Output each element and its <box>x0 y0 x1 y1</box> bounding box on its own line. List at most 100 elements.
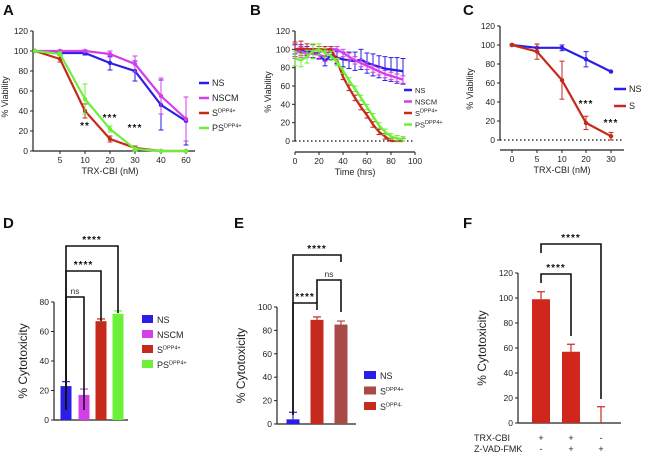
x-axis-label: Time (hrs) <box>335 167 376 177</box>
legend-swatch <box>142 345 153 353</box>
y-tick-label: 0 <box>508 418 513 428</box>
y-tick-label: 80 <box>486 59 496 69</box>
bar-group <box>562 343 580 423</box>
y-axis-label: % Cytotoxicity <box>16 323 30 398</box>
y-tick-label: 60 <box>504 343 514 353</box>
y-tick-label: 60 <box>40 327 50 337</box>
significance-annotation: *** <box>128 123 143 134</box>
bracket-line <box>292 254 342 415</box>
bar-group <box>597 406 605 423</box>
y-tick-label: 40 <box>40 356 50 366</box>
y-tick-label: 0 <box>23 146 28 156</box>
panel-label: A <box>3 2 14 19</box>
y-tick-label: 120 <box>14 26 28 36</box>
y-tick-label: 120 <box>499 268 513 278</box>
significance-label: ns <box>325 269 334 279</box>
legend-entry-ns-base: NS <box>415 86 425 95</box>
bracket-line <box>540 243 602 399</box>
panel-E: E 0 20 40 60 80 100 % Cytotoxicity **** ns **** NS S… <box>234 215 404 429</box>
y-axis-label: % Viability <box>263 71 273 113</box>
panel-label: D <box>3 215 14 232</box>
data-point <box>158 148 164 154</box>
condition-mark: + <box>568 444 573 454</box>
series-line <box>294 48 404 141</box>
x-axis-label: TRX-CBI (nM) <box>82 166 139 176</box>
bar <box>532 299 550 423</box>
bar-group <box>95 318 107 420</box>
bracket-line <box>65 245 119 410</box>
significance-bracket: **** <box>65 235 119 410</box>
bar <box>562 351 580 423</box>
legend-entry-s-base: S <box>629 101 635 111</box>
legend-swatch <box>142 330 153 338</box>
data-point <box>608 69 614 74</box>
condition-label: TRX-CBI <box>474 433 510 443</box>
panel-D: D 0 20 40 60 80 % Cytotoxicity ns **** **** NS NSCM… <box>3 215 187 425</box>
panel-label: C <box>463 2 474 19</box>
legend-entry-s-base: S <box>212 108 218 118</box>
x-tick-label: 20 <box>581 154 591 164</box>
y-tick-label: 20 <box>281 118 291 128</box>
series-s <box>509 42 614 141</box>
data-point <box>509 42 515 48</box>
significance-label: **** <box>546 263 566 274</box>
y-tick-label: 80 <box>263 325 273 335</box>
legend-entry-s-sup: DPP4+ <box>218 109 236 115</box>
series-ps <box>292 43 406 142</box>
y-tick-label: 20 <box>19 126 29 136</box>
legend-entry-s-sup: DPP4+ <box>163 346 181 352</box>
y-tick-label: 40 <box>263 372 273 382</box>
x-tick-label: 60 <box>181 155 191 165</box>
x-tick-label: 10 <box>557 154 567 164</box>
bar <box>112 313 124 420</box>
legend-entry-ns: NS <box>629 84 642 94</box>
bar <box>334 324 348 424</box>
legend-swatch <box>364 371 376 379</box>
condition-mark: - <box>600 433 603 443</box>
legend-entry-ps: PSDPP4+ <box>415 120 443 130</box>
significance-bracket: **** <box>540 263 572 336</box>
condition-mark: + <box>598 444 603 454</box>
legend-entry-s-base: S <box>380 402 386 412</box>
x-tick-label: 5 <box>58 155 63 165</box>
legend-entry-nscm: NSCM <box>157 330 184 340</box>
y-tick-label: 40 <box>504 368 514 378</box>
y-tick-label: 120 <box>276 26 290 36</box>
legend-entry-ps: PSDPP4+ <box>157 360 187 370</box>
significance-label: ns <box>71 286 80 296</box>
data-point <box>583 120 589 126</box>
legend-entry-nscm: NSCM <box>212 93 239 103</box>
panel-F: F 0 20 40 60 80 100 120 % Cytotoxicity **** **** TR… <box>463 215 621 454</box>
panel-A: A 0 20 40 60 80 100 120 5 10 20 30 40 60 TRX-CBI (nM)%… <box>0 2 242 176</box>
legend-entry-ns-base: NS <box>380 371 393 381</box>
y-axis-label: % Cytotoxicity <box>475 310 489 385</box>
x-tick-label: 30 <box>130 155 140 165</box>
legend-entry-ns: NS <box>380 371 393 381</box>
legend-entry-nscm-base: NSCM <box>415 98 437 107</box>
y-tick-label: 20 <box>263 396 273 406</box>
significance-bracket: **** <box>540 233 602 399</box>
data-point <box>107 51 113 57</box>
x-tick-label: 40 <box>156 155 166 165</box>
x-tick-label: 40 <box>338 156 348 166</box>
bar <box>310 319 324 424</box>
data-point <box>559 45 565 51</box>
x-tick-label: 20 <box>314 156 324 166</box>
significance-annotation: *** <box>604 118 619 129</box>
data-point <box>559 77 565 83</box>
y-tick-label: 0 <box>44 415 49 425</box>
x-tick-label: 30 <box>606 154 616 164</box>
x-tick-label: 20 <box>105 155 115 165</box>
significance-label: **** <box>82 235 102 246</box>
x-tick-label: 0 <box>510 154 515 164</box>
y-tick-label: 80 <box>19 66 29 76</box>
y-tick-label: 40 <box>281 99 291 109</box>
y-tick-label: 100 <box>276 44 290 54</box>
data-point <box>183 148 189 154</box>
legend-entry-s-sup: DPP4- <box>386 403 402 409</box>
bar-group <box>310 316 324 424</box>
y-tick-label: 60 <box>19 86 29 96</box>
y-tick-label: 80 <box>281 63 291 73</box>
legend-entry-ns: NS <box>212 78 225 88</box>
y-tick-label: 40 <box>486 97 496 107</box>
